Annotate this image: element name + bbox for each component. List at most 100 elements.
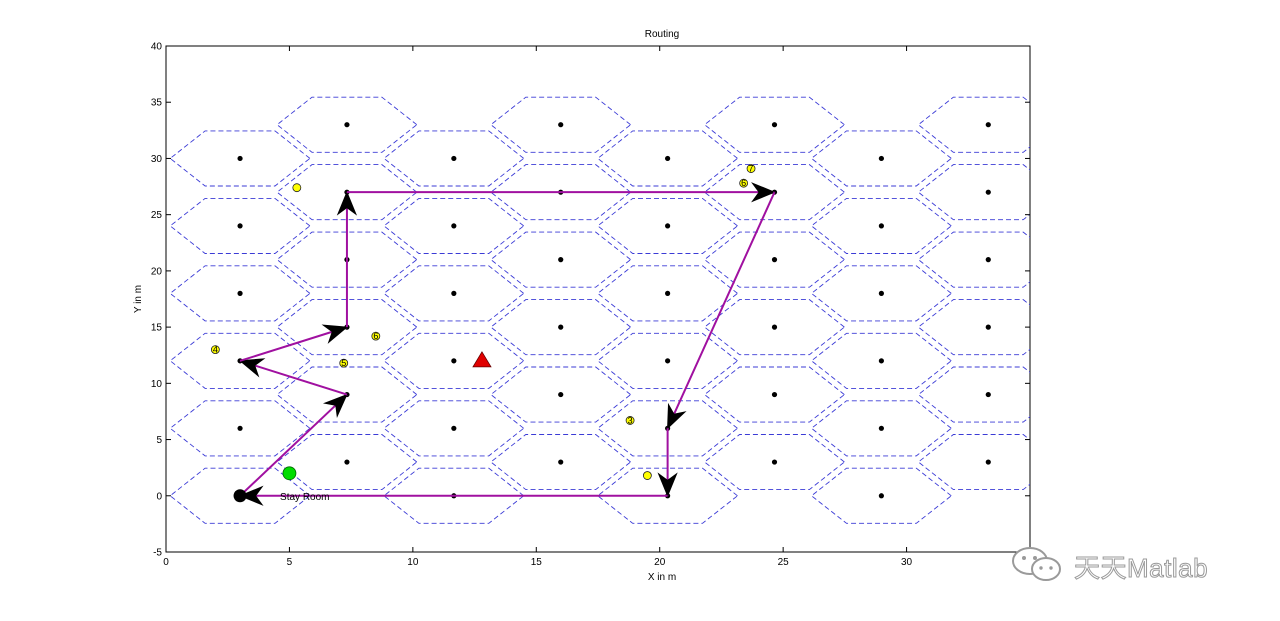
sensor-node	[210, 345, 220, 355]
hex-cell	[917, 299, 1030, 356]
sensor-node	[339, 358, 349, 368]
hex-cell	[597, 265, 739, 322]
hex-cell	[490, 231, 632, 288]
hex-cell	[383, 332, 525, 389]
y-tick-label: 15	[151, 323, 163, 334]
plot-area	[165, 45, 1031, 553]
route-arrow-head	[321, 324, 349, 344]
sensor-node-label: 6	[373, 331, 378, 341]
cell-center-point	[344, 122, 350, 128]
hex-cell	[917, 96, 1030, 153]
y-tick-label: 10	[151, 379, 163, 390]
cell-center-point	[985, 459, 991, 465]
x-tick-label: 10	[407, 557, 419, 568]
cell-center-point	[878, 223, 884, 229]
hex-cell	[917, 366, 1030, 423]
hex-cell	[169, 265, 311, 322]
y-tick-label: 30	[151, 154, 163, 165]
watermark: 天天Matlab	[1010, 546, 1208, 586]
hex-cell	[703, 164, 846, 221]
hex-cell-grid	[169, 96, 1030, 524]
cell-center-point	[665, 223, 671, 229]
hex-cell	[917, 231, 1030, 288]
hex-cell	[810, 130, 953, 187]
route-arrow-head	[336, 190, 358, 216]
x-tick-label: 30	[901, 557, 913, 568]
cell-center-point	[451, 358, 457, 364]
route-arrow-head	[751, 182, 776, 203]
hex-cell	[169, 197, 311, 254]
sensor-node-label: 5	[341, 358, 346, 368]
hex-cell	[810, 332, 953, 389]
cell-center-point	[985, 391, 991, 398]
hex-cell	[917, 434, 1030, 491]
cell-center-point	[771, 391, 778, 398]
hex-cell	[917, 164, 1030, 221]
cell-center-point	[985, 324, 991, 330]
cell-center-point	[985, 122, 991, 128]
route-segment	[666, 191, 776, 429]
x-tick-label: 15	[531, 557, 543, 568]
hex-cell	[703, 96, 846, 153]
x-tick-label: 5	[287, 557, 293, 568]
y-tick-label: 20	[151, 266, 163, 277]
cell-center-point	[451, 425, 457, 431]
hex-cell	[383, 467, 525, 524]
cell-center-point	[878, 425, 884, 431]
hex-cell	[703, 366, 846, 423]
hex-cell	[490, 164, 632, 221]
cell-center-point	[878, 493, 884, 499]
y-tick-label: 5	[156, 435, 162, 446]
hex-cell	[276, 231, 418, 288]
hex-cell	[703, 434, 846, 491]
hex-cell	[810, 197, 953, 254]
cell-center-point	[665, 155, 671, 162]
hex-cell	[383, 265, 525, 322]
cell-center-point	[665, 290, 671, 296]
sensor-node	[625, 416, 635, 425]
cell-center-point	[451, 223, 457, 229]
cell-center-point	[558, 122, 564, 128]
sensor-node	[292, 183, 302, 193]
y-tick-label: -5	[153, 548, 162, 559]
route-segment	[239, 359, 348, 396]
x-tick-label: 20	[654, 557, 666, 568]
cell-center-point	[878, 290, 884, 296]
cell-center-point	[451, 290, 457, 296]
cell-center-point	[771, 257, 778, 263]
cell-center-point	[558, 459, 564, 465]
hex-cell	[597, 400, 739, 457]
watermark-text: 天天Matlab	[1073, 552, 1209, 583]
hex-cell	[597, 197, 739, 254]
sensor-node	[642, 471, 652, 480]
cell-center-point	[771, 324, 778, 330]
cell-center-point	[558, 391, 564, 398]
y-tick-label: 25	[151, 210, 163, 221]
axes-box	[165, 45, 1031, 553]
hex-cell	[703, 299, 846, 356]
cell-center-point	[771, 122, 778, 128]
route-arrow-head	[322, 393, 348, 419]
y-tick-label: 40	[151, 42, 163, 53]
hex-cell	[597, 130, 739, 187]
cell-center-point	[237, 223, 243, 229]
cell-center-point	[985, 257, 991, 263]
hex-cell	[169, 332, 311, 389]
hex-cell	[169, 130, 311, 187]
start-node	[233, 489, 247, 503]
hex-cell	[597, 332, 739, 389]
cell-center-point	[558, 324, 564, 330]
wechat-icon	[1010, 544, 1066, 589]
hex-cell	[490, 299, 632, 356]
sensor-node	[371, 331, 381, 341]
y-tick-label: 0	[156, 491, 162, 502]
hex-cell	[276, 434, 418, 491]
x-tick-label: 0	[163, 557, 169, 568]
hex-cell	[597, 467, 739, 524]
cell-center-point	[771, 459, 778, 465]
sensor-node-label: 7	[749, 164, 754, 174]
y-axis-label: Y in m	[133, 285, 144, 313]
route-arrow-head	[667, 402, 687, 430]
